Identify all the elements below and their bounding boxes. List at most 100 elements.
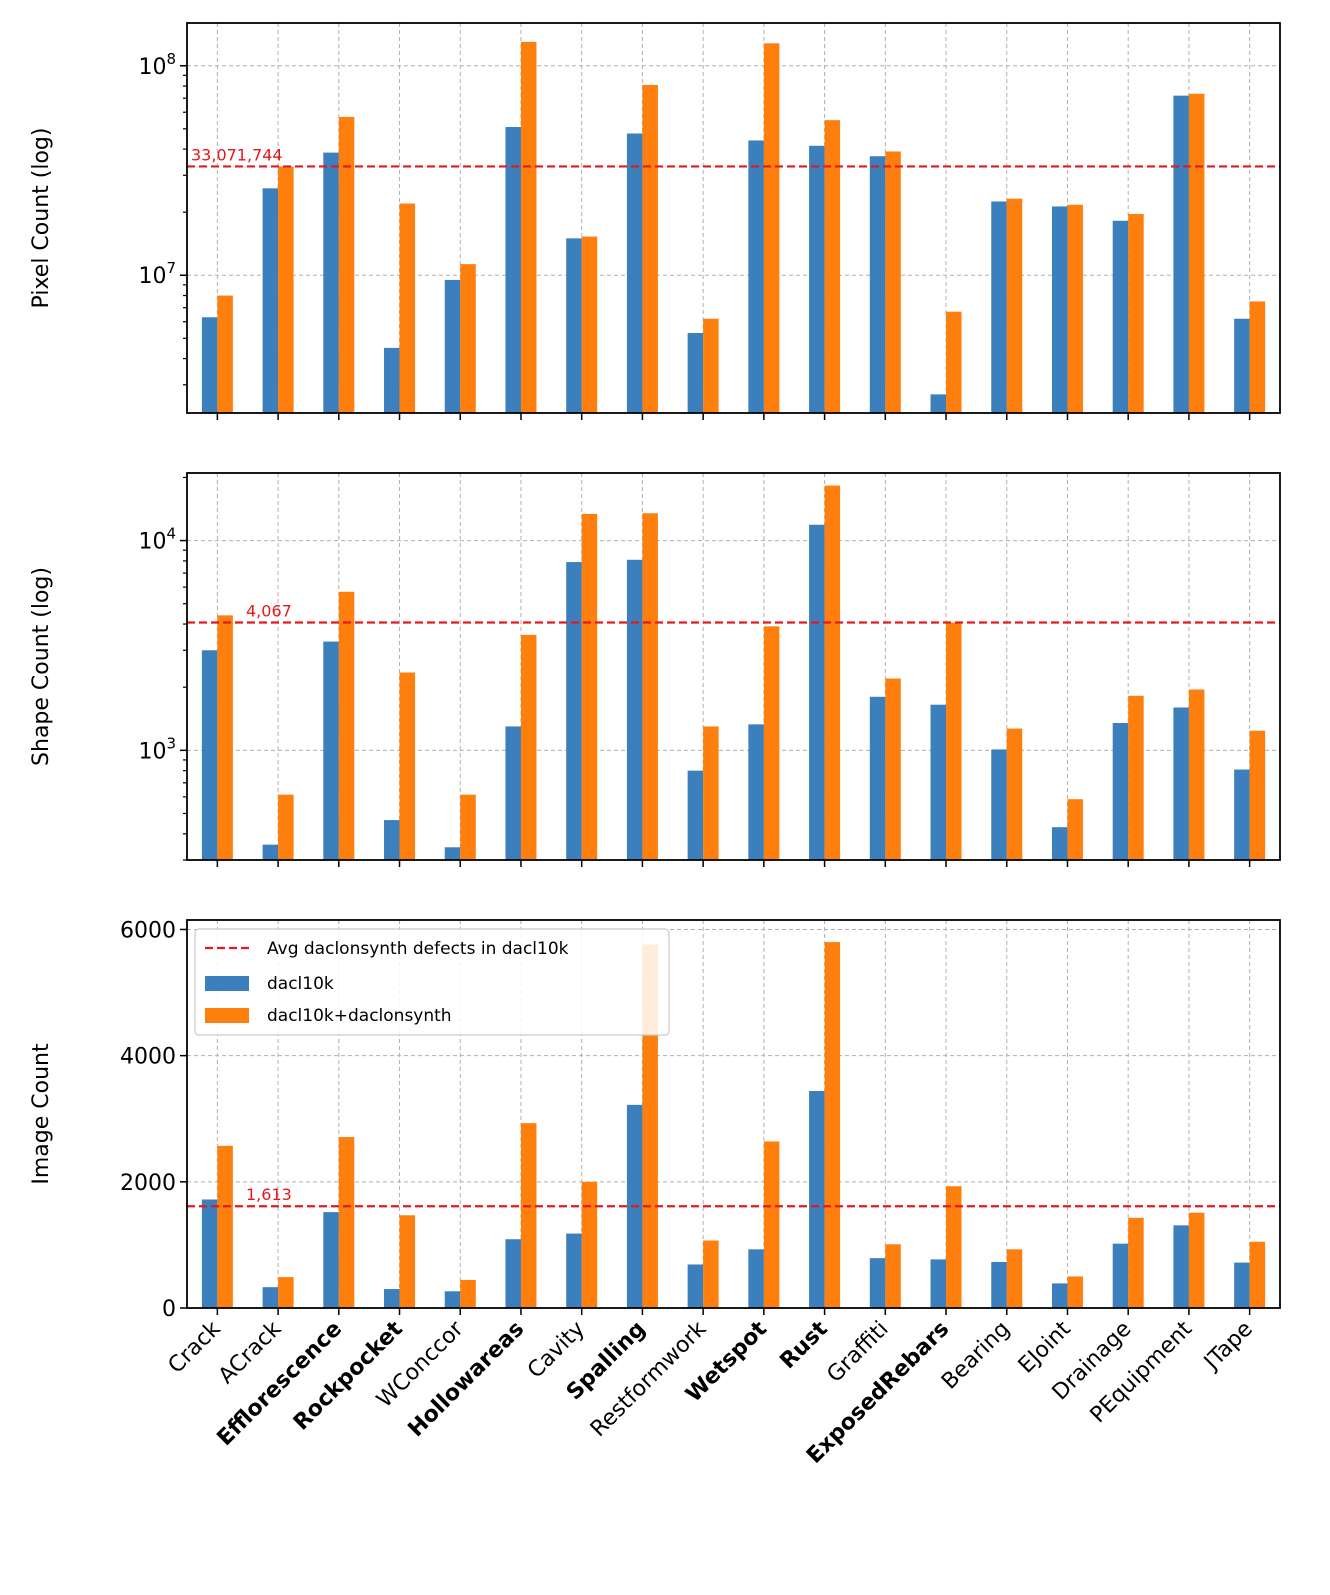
bar-combined-exposedrebars <box>946 622 962 860</box>
bar-dacl10k-acrack <box>262 844 279 860</box>
bar-combined-rust <box>824 120 841 413</box>
bar-dacl10k-wetspot <box>748 140 764 414</box>
bar-dacl10k-spalling <box>626 133 643 413</box>
avg-label: 1,613 <box>246 1185 292 1204</box>
bar-combined-crack <box>217 615 233 860</box>
bar-combined-wetspot <box>763 1141 780 1308</box>
y-axis-label: Pixel Count (log) <box>29 128 54 309</box>
bar-combined-bearing <box>1006 1249 1023 1308</box>
bar-dacl10k-hollowareas <box>505 1239 521 1308</box>
bar-dacl10k-restformwork <box>687 770 704 860</box>
bar-combined-crack <box>217 295 233 413</box>
avg-label: 33,071,744 <box>191 145 283 164</box>
bar-combined-wetspot <box>763 43 780 413</box>
bar-combined-rockpocket <box>399 203 416 413</box>
avg-label: 4,067 <box>246 602 292 621</box>
bar-dacl10k-wetspot <box>748 724 764 860</box>
bar-dacl10k-acrack <box>262 188 279 413</box>
bar-combined-cavity <box>581 236 598 413</box>
bar-dacl10k-exposedrebars <box>930 394 947 413</box>
y-tick-label: 107 <box>138 259 176 289</box>
bar-dacl10k-ejoint <box>1051 1283 1068 1308</box>
bar-dacl10k-efflorescence <box>323 152 339 413</box>
bar-combined-jtape <box>1249 1241 1266 1308</box>
legend-entry-label: dacl10k+daclonsynth <box>267 1006 452 1026</box>
bar-combined-acrack <box>278 1277 294 1308</box>
bar-combined-graffiti <box>885 678 901 860</box>
bar-combined-efflorescence <box>338 591 355 860</box>
legend-entry-label: Avg daclonsynth defects in dacl10k <box>267 939 569 959</box>
bar-combined-hollowareas <box>520 41 537 413</box>
axes-frame <box>186 472 1281 861</box>
bar-dacl10k-graffiti <box>869 156 886 414</box>
bar-dacl10k-rockpocket <box>384 1289 400 1308</box>
bar-combined-jtape <box>1249 730 1266 860</box>
bar-combined-ejoint <box>1067 204 1083 413</box>
axes-frame <box>186 919 1281 1309</box>
bar-combined-ejoint <box>1067 799 1083 860</box>
bar-dacl10k-wetspot <box>748 1249 764 1308</box>
bar-dacl10k-restformwork <box>687 1264 704 1308</box>
bar-combined-restformwork <box>703 318 719 413</box>
x-tick-labels: CrackACrackEfflorescenceRockpocketWConcc… <box>164 1316 1258 1469</box>
y-tick-label: 0 <box>162 1297 176 1322</box>
y-tick-label: 6000 <box>120 918 176 943</box>
bar-combined-drainage <box>1128 214 1144 413</box>
bar-dacl10k-wconccor <box>444 847 461 860</box>
panel-2: 4,067 103 104 Shape Count (log) <box>29 472 1281 867</box>
bar-combined-graffiti <box>885 151 901 413</box>
bar-dacl10k-bearing <box>991 1261 1007 1308</box>
bar-dacl10k-jtape <box>1234 1262 1250 1308</box>
bar-combined-spalling <box>642 84 658 414</box>
bar-combined-cavity <box>581 513 598 860</box>
bar-dacl10k-graffiti <box>869 1258 886 1308</box>
bar-dacl10k-restformwork <box>687 333 704 413</box>
bar-dacl10k-exposedrebars <box>930 704 947 860</box>
bar-dacl10k-rust <box>809 1090 825 1308</box>
bar-combined-rockpocket <box>399 672 416 860</box>
bar-dacl10k-wconccor <box>444 1291 461 1308</box>
bar-combined-rust <box>824 485 841 860</box>
bar-dacl10k-pequipment <box>1173 707 1189 860</box>
bar-dacl10k-hollowareas <box>505 726 521 860</box>
bar-combined-exposedrebars <box>946 311 962 413</box>
bar-combined-rockpocket <box>399 1215 416 1308</box>
bar-dacl10k-cavity <box>566 1233 582 1308</box>
bar-combined-restformwork <box>703 726 719 860</box>
bar-dacl10k-efflorescence <box>323 1212 339 1308</box>
bar-combined-bearing <box>1006 728 1023 860</box>
bar-combined-ejoint <box>1067 1276 1083 1308</box>
bar-dacl10k-drainage <box>1112 1243 1129 1308</box>
y-tick-label: 104 <box>138 525 176 555</box>
bar-dacl10k-pequipment <box>1173 95 1189 413</box>
bar-dacl10k-hollowareas <box>505 127 521 414</box>
bar-combined-pequipment <box>1188 689 1205 860</box>
bar-combined-efflorescence <box>338 116 355 414</box>
bar-combined-restformwork <box>703 1240 719 1308</box>
bar-dacl10k-rust <box>809 145 825 414</box>
bar-combined-acrack <box>278 166 294 413</box>
panel-3: 1,613 0 2000 4000 6000 Image Count Avg daclons… <box>29 918 1281 1322</box>
bar-combined-drainage <box>1128 695 1144 860</box>
legend-combined-swatch <box>205 1008 249 1023</box>
bar-combined-hollowareas <box>520 1123 537 1308</box>
bar-dacl10k-cavity <box>566 238 582 413</box>
bar-combined-drainage <box>1128 1217 1144 1308</box>
bar-dacl10k-bearing <box>991 201 1007 413</box>
bar-combined-spalling <box>642 513 658 860</box>
bar-combined-crack <box>217 1145 233 1308</box>
bar-dacl10k-acrack <box>262 1287 279 1308</box>
bar-dacl10k-ejoint <box>1051 827 1068 860</box>
bar-dacl10k-jtape <box>1234 318 1250 413</box>
y-tick-label: 103 <box>138 734 176 764</box>
bar-dacl10k-efflorescence <box>323 641 339 860</box>
bar-combined-hollowareas <box>520 634 537 860</box>
bar-dacl10k-pequipment <box>1173 1225 1189 1308</box>
bar-dacl10k-crack <box>201 317 218 413</box>
panel-1: 33,071,744 107 108 Pixel Count (log) <box>29 22 1281 420</box>
bar-dacl10k-drainage <box>1112 722 1129 860</box>
bar-dacl10k-ejoint <box>1051 206 1068 413</box>
legend-box <box>194 928 670 1036</box>
bar-combined-cavity <box>581 1181 598 1308</box>
